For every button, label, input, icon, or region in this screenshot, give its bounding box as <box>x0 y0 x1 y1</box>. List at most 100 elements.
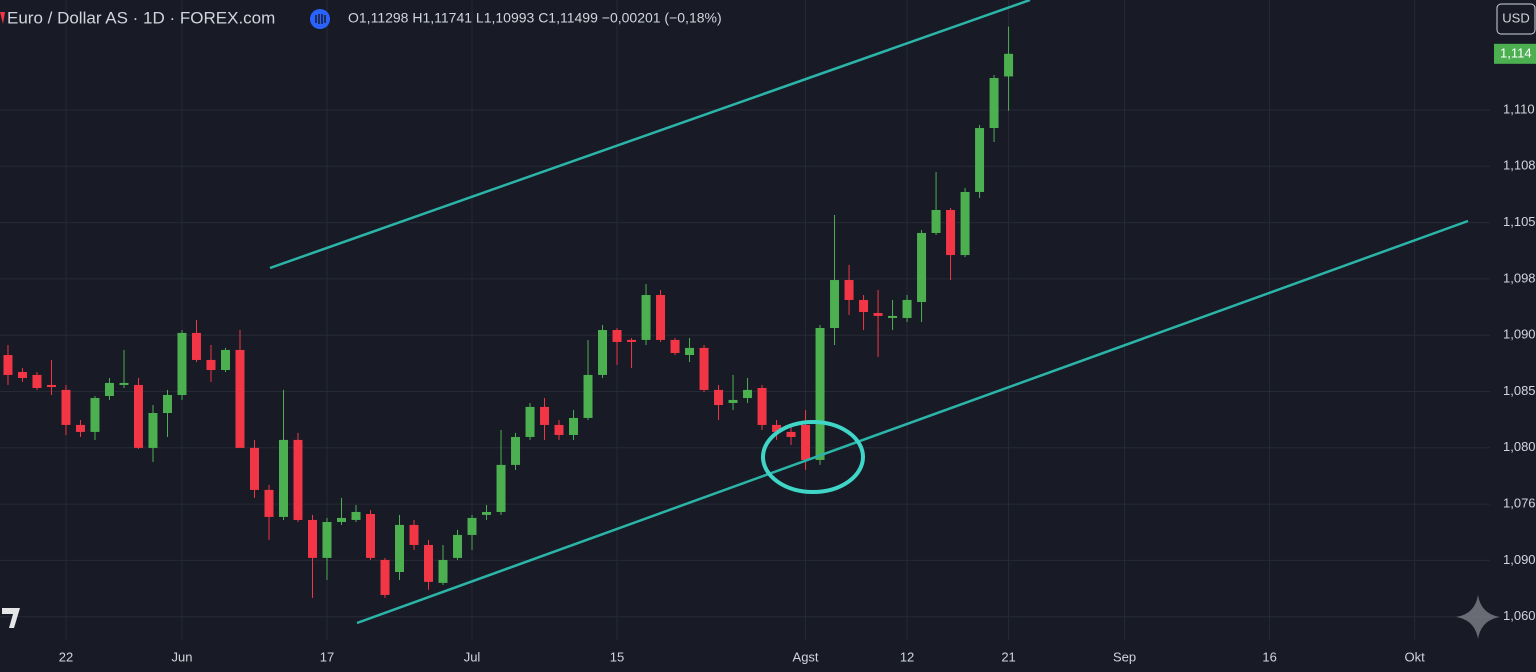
candle-body <box>206 359 216 370</box>
candle-body <box>873 313 883 316</box>
y-tick-label: 1,105 <box>1503 214 1536 229</box>
symbol-icon <box>0 12 5 24</box>
x-tick-label: Jul <box>464 649 481 664</box>
y-tick-label: 1,080 <box>1503 439 1536 454</box>
sparkle-icon <box>1456 595 1500 639</box>
candle-body <box>772 424 782 432</box>
last-price-box <box>1494 43 1536 64</box>
candle-body <box>612 330 622 342</box>
candle-body <box>757 388 767 425</box>
candle-body <box>119 382 129 385</box>
last-price-label: 1,114 <box>1500 45 1532 60</box>
candle-body <box>46 384 56 387</box>
currency-box[interactable] <box>1496 3 1536 35</box>
candle-body <box>830 280 840 328</box>
candle-body <box>322 521 332 558</box>
candle-body <box>3 355 13 375</box>
price-axis <box>1490 0 1536 672</box>
y-tick-label: 1,060 <box>1503 608 1536 623</box>
ohlc-values: O1,11298 H1,11741 L1,10993 C1,11499 −0,0… <box>348 10 722 26</box>
candle-body <box>598 330 608 375</box>
highlight-circle <box>761 420 865 494</box>
chart-title: Euro / Dollar AS · 1D · FOREX.com <box>7 8 275 27</box>
candle-body <box>395 524 405 572</box>
candle-body <box>278 439 288 517</box>
candle-body <box>177 332 187 395</box>
candle-body <box>728 399 738 403</box>
candle-body <box>946 209 956 256</box>
tv-logo <box>2 608 20 628</box>
candle-body <box>554 424 564 435</box>
y-tick-label: 1,085 <box>1503 383 1536 398</box>
candle-body <box>264 489 274 517</box>
y-tick-label: 1,110 <box>1503 101 1535 116</box>
candle-body <box>743 389 753 399</box>
candle-body <box>17 372 27 378</box>
x-tick-label: Agst <box>793 649 819 664</box>
x-axis: 22 Jun 17 Jul 15 Agst 12 21 Sep 16 Okt <box>59 649 1425 664</box>
candle-body <box>569 417 579 435</box>
x-tick-label: 15 <box>610 649 624 664</box>
market-status[interactable] <box>310 9 330 29</box>
candle-body <box>337 517 347 522</box>
candle-body <box>540 406 550 425</box>
x-tick-label: 16 <box>1262 649 1276 664</box>
candle-body <box>453 534 463 558</box>
y-tick-label: 1,090 <box>1503 327 1536 342</box>
candle-body <box>104 382 114 397</box>
currency: USD <box>1502 10 1529 25</box>
candle-body <box>801 424 811 460</box>
candle-body <box>366 514 376 558</box>
x-tick-label: 12 <box>900 649 914 664</box>
y-tick-label: 1,098 <box>1503 270 1536 285</box>
candle-body <box>61 389 71 425</box>
candle-body <box>496 464 506 512</box>
x-tick-label: 21 <box>1001 649 1015 664</box>
candle-body <box>351 511 361 520</box>
candle-body <box>844 280 854 300</box>
y-tick-label: 1,108 <box>1503 158 1536 173</box>
candle-body <box>75 424 85 432</box>
y-axis: 1,110 1,108 1,105 1,098 1,090 1,085 1,080 1,076… <box>1494 43 1536 623</box>
candle-body <box>235 349 245 448</box>
candle-body <box>438 559 448 583</box>
candle-body <box>685 347 695 356</box>
market-status-icon <box>315 14 326 24</box>
candle-body <box>148 413 158 448</box>
candle-body <box>960 191 970 256</box>
x-tick-label: Jun <box>172 649 193 664</box>
y-tick-label: 1,076 <box>1503 496 1536 511</box>
y-tick-label: 1,090 <box>1503 552 1536 567</box>
candle-body <box>902 299 912 318</box>
channel-lower <box>356 219 1469 625</box>
x-tick-label: 17 <box>320 649 334 664</box>
candle-body <box>714 389 724 406</box>
candle-body <box>975 128 985 192</box>
candle-body <box>888 315 898 318</box>
candle-body <box>699 347 709 390</box>
x-tick-label: Sep <box>1113 649 1136 664</box>
candle-body <box>249 447 259 490</box>
candle-body <box>627 339 637 342</box>
candle-body <box>917 232 927 302</box>
x-tick-label: Okt <box>1404 649 1425 664</box>
candle-body <box>511 436 521 465</box>
candle-body <box>670 339 680 353</box>
candle-body <box>525 406 535 437</box>
candle-body <box>641 295 651 340</box>
candle-body <box>293 439 303 520</box>
x-tick-label: 22 <box>59 649 73 664</box>
candle-body <box>1004 53 1014 77</box>
candle-body <box>482 511 492 515</box>
candle-body <box>191 332 201 360</box>
candle-body <box>220 349 230 370</box>
candle-body <box>308 519 318 558</box>
candle-body <box>90 398 100 432</box>
candle-body <box>133 384 143 448</box>
candle-body <box>656 295 666 340</box>
candles <box>3 26 1014 598</box>
candle-body <box>989 78 999 129</box>
